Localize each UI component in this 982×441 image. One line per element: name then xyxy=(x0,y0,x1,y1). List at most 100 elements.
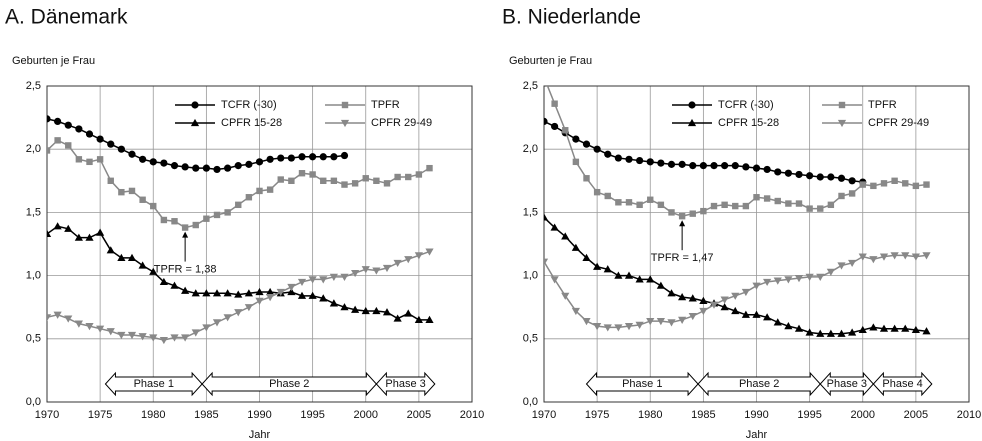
marker xyxy=(405,173,412,181)
marker xyxy=(47,314,52,322)
marker xyxy=(74,233,83,241)
marker xyxy=(64,315,73,323)
marker xyxy=(159,277,168,286)
legend-label: CPFR 15-28 xyxy=(221,117,282,129)
marker xyxy=(160,159,168,167)
marker xyxy=(625,155,633,163)
marker xyxy=(752,282,761,290)
marker xyxy=(319,294,328,302)
marker xyxy=(212,289,222,297)
marker xyxy=(362,175,369,182)
legend-label: CPFR 29-49 xyxy=(371,117,432,129)
marker xyxy=(544,213,549,221)
marker xyxy=(911,253,920,261)
marker xyxy=(922,252,931,260)
y-tick-label: 1,0 xyxy=(523,270,538,282)
marker xyxy=(614,324,623,332)
marker xyxy=(107,140,115,148)
marker xyxy=(572,135,580,143)
marker xyxy=(817,205,824,212)
x-tick-label: 2005 xyxy=(407,409,431,421)
marker xyxy=(816,273,825,281)
marker xyxy=(731,306,740,315)
y-axis-label: Geburten je Frau xyxy=(509,55,592,67)
marker xyxy=(848,177,856,185)
marker xyxy=(646,275,655,283)
marker xyxy=(351,180,359,187)
marker xyxy=(816,173,824,181)
marker xyxy=(341,101,349,109)
x-tick-label: 1975 xyxy=(88,409,112,421)
x-tick-label: 2010 xyxy=(460,409,484,421)
marker xyxy=(561,232,570,240)
marker xyxy=(838,192,845,200)
marker xyxy=(731,162,739,170)
marker xyxy=(245,160,253,168)
marker xyxy=(890,324,899,332)
marker xyxy=(128,187,136,195)
y-tick-label: 2,0 xyxy=(523,143,538,155)
marker xyxy=(571,307,580,316)
marker xyxy=(340,119,350,128)
marker xyxy=(85,323,94,331)
marker xyxy=(763,313,772,321)
marker xyxy=(656,318,665,326)
annotation-arrowhead xyxy=(679,220,686,227)
marker xyxy=(869,323,878,331)
marker xyxy=(255,158,264,166)
marker xyxy=(678,160,686,168)
marker xyxy=(394,173,401,181)
marker xyxy=(85,130,94,138)
marker xyxy=(741,288,750,297)
marker xyxy=(223,314,232,322)
marker xyxy=(330,177,338,184)
marker xyxy=(340,303,349,311)
x-tick-label: 2000 xyxy=(851,409,875,421)
marker xyxy=(624,271,634,279)
marker xyxy=(858,325,867,334)
marker xyxy=(192,221,199,229)
marker xyxy=(149,334,158,342)
marker xyxy=(287,287,296,296)
marker xyxy=(773,318,782,326)
marker xyxy=(689,162,697,170)
marker xyxy=(720,303,729,311)
marker xyxy=(234,309,243,317)
chart-panel: B. Niederlande Geburten je Frau Jahr 0,0 0,5… xyxy=(502,6,981,441)
marker xyxy=(138,333,147,341)
marker xyxy=(382,264,392,273)
marker xyxy=(341,181,348,188)
marker xyxy=(340,151,349,160)
marker xyxy=(667,160,676,168)
marker xyxy=(923,181,930,188)
marker xyxy=(181,286,190,294)
marker xyxy=(96,325,105,333)
marker xyxy=(837,262,846,270)
marker xyxy=(117,253,126,262)
marker xyxy=(901,324,910,332)
marker xyxy=(551,122,559,131)
marker xyxy=(593,145,601,153)
marker xyxy=(139,155,147,163)
marker xyxy=(373,177,380,184)
marker xyxy=(308,276,317,284)
marker xyxy=(86,158,93,166)
marker xyxy=(582,140,591,148)
marker xyxy=(106,328,115,336)
marker xyxy=(614,271,623,279)
x-axis-label: Jahr xyxy=(746,429,768,441)
marker xyxy=(361,306,370,315)
marker xyxy=(191,101,199,109)
marker xyxy=(805,273,814,281)
x-tick-label: 2000 xyxy=(354,409,378,421)
marker xyxy=(276,288,285,297)
y-tick-label: 1,0 xyxy=(26,270,41,282)
marker xyxy=(604,150,612,158)
marker xyxy=(837,329,846,337)
marker xyxy=(858,253,867,261)
marker xyxy=(149,267,158,275)
marker xyxy=(117,331,126,340)
marker xyxy=(192,164,200,172)
marker xyxy=(688,101,696,109)
marker xyxy=(784,276,793,284)
